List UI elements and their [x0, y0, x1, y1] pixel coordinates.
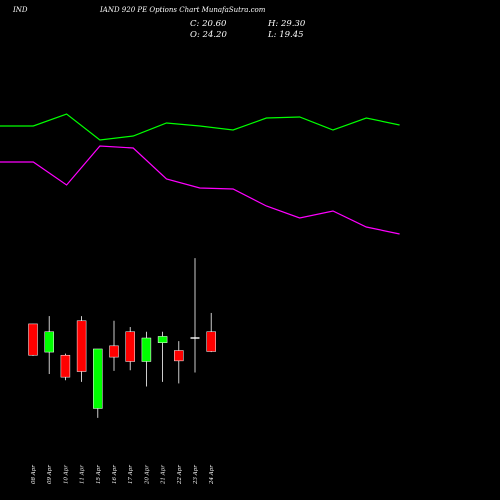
candle-body	[125, 331, 135, 362]
x-tick-label: 11 Apr	[80, 465, 86, 484]
candle-body	[141, 337, 152, 362]
x-tick-label: 15 Apr	[96, 465, 102, 484]
candle-4	[93, 348, 103, 418]
candles	[28, 258, 216, 418]
indicator-lines	[0, 113, 400, 235]
x-tick-label: 21 Apr	[161, 465, 167, 485]
x-tick-label: 20 Apr	[144, 465, 150, 485]
x-tick-label: 10 Apr	[63, 465, 69, 484]
candle-0	[28, 323, 38, 356]
open-value: O: 24.20	[190, 30, 227, 40]
x-tick-label: 22 Apr	[177, 465, 183, 485]
candle-8	[157, 331, 168, 382]
candle-3	[76, 316, 87, 382]
x-tick-label: 16 Apr	[112, 465, 118, 484]
candle-body	[44, 331, 54, 353]
x-axis-labels: 08 Apr 09 Apr 10 Apr 11 Apr 15 Apr 16 Apr 17 A…	[31, 465, 215, 485]
candle-7	[141, 331, 152, 387]
candle-9	[174, 341, 184, 384]
candle-body	[174, 350, 184, 362]
ticker-label: IND	[13, 6, 28, 14]
candle-1	[44, 316, 54, 375]
x-tick-label: 23 Apr	[193, 465, 199, 485]
candle-body	[206, 331, 216, 352]
low-value: L: 19.45	[268, 30, 304, 40]
high-value: H: 29.30	[268, 19, 306, 29]
candle-5	[109, 320, 119, 371]
candle-10	[190, 258, 200, 373]
candle-body	[109, 345, 119, 358]
x-tick-label: 08 Apr	[31, 465, 37, 484]
x-tick-label: 17 Apr	[128, 465, 134, 484]
candle-2	[60, 353, 71, 381]
candle-6	[125, 327, 135, 371]
candle-body	[93, 348, 103, 409]
candle-body	[76, 320, 87, 372]
candle-11	[206, 312, 216, 353]
x-tick-label: 09 Apr	[47, 465, 53, 484]
candle-body	[157, 336, 168, 343]
candle-body	[60, 354, 71, 378]
candle-body	[28, 323, 38, 356]
magenta-indicator-line	[0, 145, 400, 235]
close-value: C: 20.60	[190, 19, 227, 29]
green-indicator-line	[0, 113, 400, 141]
chart-title: IAND 920 PE Options Chart MunafaSutra.co…	[100, 6, 266, 14]
x-tick-label: 24 Apr	[209, 465, 215, 485]
